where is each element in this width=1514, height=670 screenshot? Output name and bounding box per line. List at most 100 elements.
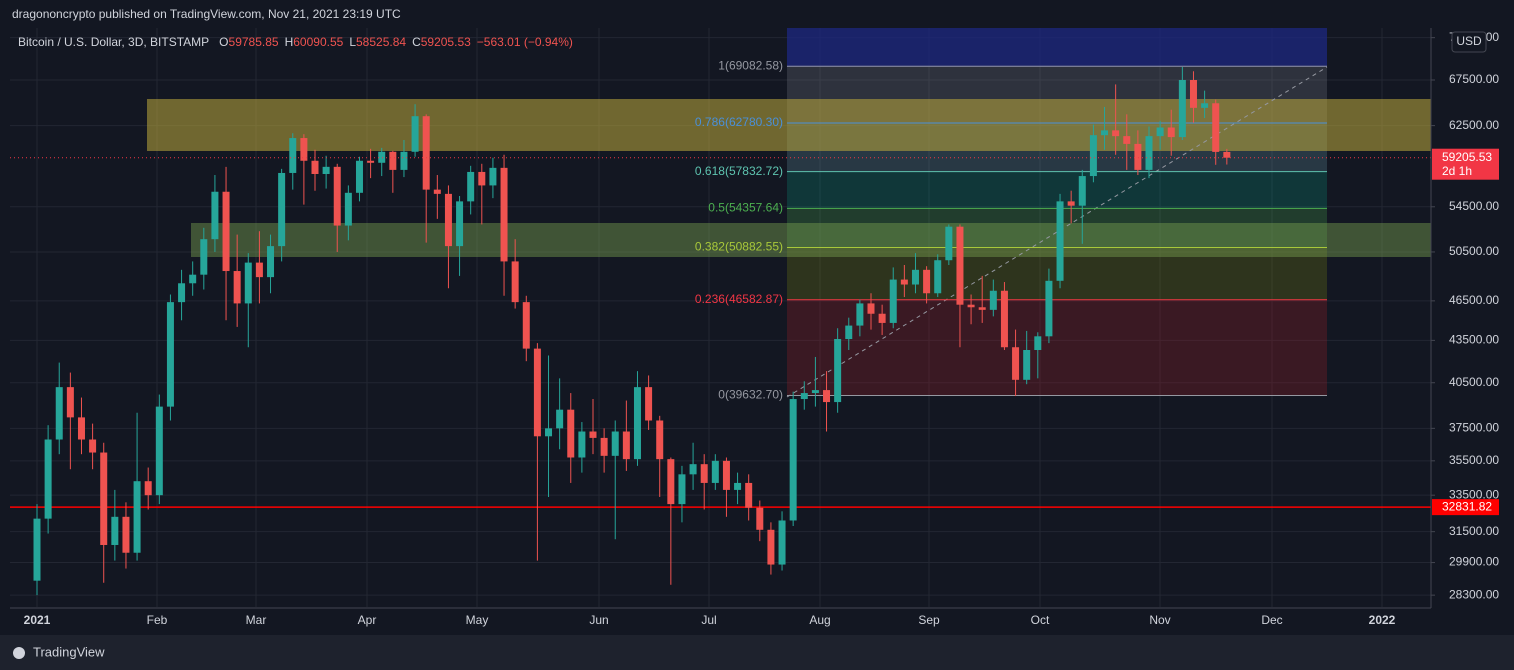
candle-body <box>989 290 997 310</box>
candle-body <box>400 151 408 170</box>
fib-label: 0.236(46582.87) <box>695 292 783 306</box>
candle-body <box>578 431 586 458</box>
candle-body <box>645 387 653 421</box>
candle-body <box>77 417 85 440</box>
y-tick-label: 35500.00 <box>1449 453 1499 467</box>
candle-body <box>533 348 541 437</box>
y-tick-label: 46500.00 <box>1449 293 1499 307</box>
candle-body <box>811 390 819 394</box>
candle-body <box>389 151 397 170</box>
candle-body <box>378 151 386 163</box>
fib-label: 1(69082.58) <box>718 58 783 72</box>
y-tick-label: 54500.00 <box>1449 199 1499 213</box>
candle-body <box>456 201 464 247</box>
candle-body <box>244 262 252 304</box>
x-tick-label: 2022 <box>1369 613 1396 627</box>
candle-body <box>189 274 197 284</box>
candle-body <box>233 271 241 304</box>
x-tick-label: Dec <box>1261 613 1282 627</box>
candle-body <box>1178 79 1186 138</box>
candle-body <box>1123 136 1131 144</box>
candle-body <box>467 171 475 202</box>
x-tick-label: Nov <box>1149 613 1170 627</box>
candle-body <box>611 431 619 456</box>
candle-body <box>489 167 497 186</box>
x-tick-label: Mar <box>246 613 267 627</box>
candle-body <box>355 160 363 193</box>
y-tick-label: 31500.00 <box>1449 524 1499 538</box>
candle-body <box>267 246 275 278</box>
y-tick-label: 28300.00 <box>1449 587 1499 601</box>
candle-body <box>166 302 174 407</box>
candle-body <box>934 260 942 294</box>
candle-body <box>700 464 708 483</box>
fib-label: 0.618(57832.72) <box>695 164 783 178</box>
candle-body <box>367 160 375 163</box>
y-tick-label: 29900.00 <box>1449 555 1499 569</box>
ohlc-key: C <box>412 35 421 49</box>
y-tick-label: 40500.00 <box>1449 375 1499 389</box>
y-tick-label: 43500.00 <box>1449 333 1499 347</box>
candle-body <box>789 399 797 521</box>
candle-body <box>44 439 52 519</box>
fib-label: 0.5(54357.64) <box>708 201 783 215</box>
candle-body <box>867 303 875 314</box>
candle-body <box>1023 349 1031 380</box>
candle-body <box>633 387 641 460</box>
candle-body <box>433 189 441 194</box>
candle-body <box>667 459 675 505</box>
ohlc-value: 59785.85 <box>229 35 279 49</box>
trend-line <box>786 66 1328 398</box>
candle-body <box>155 406 163 496</box>
x-tick-label: Oct <box>1031 613 1050 627</box>
candle-body <box>1067 201 1075 206</box>
candle-body <box>1189 79 1197 108</box>
candle-body <box>1156 127 1164 137</box>
candle-body <box>911 269 919 285</box>
candle-body <box>1112 130 1120 137</box>
candle-body <box>1167 127 1175 138</box>
candle-body <box>1145 136 1153 170</box>
x-tick-label: Aug <box>809 613 830 627</box>
zone-box <box>191 223 1431 257</box>
candle-body <box>956 226 964 305</box>
fib-label: 0.786(62780.30) <box>695 115 783 129</box>
candle-body <box>722 460 730 490</box>
fib-label: 0.382(50882.55) <box>695 240 783 254</box>
x-tick-label: Feb <box>147 613 168 627</box>
candle-body <box>678 474 686 505</box>
zone-box <box>147 99 1431 151</box>
ohlc-key: H <box>285 35 294 49</box>
last-price-label: 59205.53 <box>1442 150 1492 164</box>
countdown-label: 2d 1h <box>1442 164 1472 178</box>
candle-body <box>322 166 330 174</box>
candle-body <box>978 307 986 310</box>
ohlc-value: 59205.53 <box>421 35 471 49</box>
x-tick-label: Apr <box>358 613 377 627</box>
published-line: dragononcrypto published on TradingView.… <box>12 7 401 21</box>
candle-body <box>622 431 630 460</box>
x-tick-label: Jun <box>589 613 608 627</box>
candle-body <box>1012 347 1020 380</box>
candle-body <box>589 431 597 438</box>
candle-body <box>1212 103 1220 152</box>
candle-body <box>823 390 831 403</box>
candle-body <box>967 304 975 308</box>
hline-box <box>1432 499 1499 516</box>
ohlc-key: L <box>349 35 356 49</box>
y-tick-label: 50500.00 <box>1449 244 1499 258</box>
fib-zone <box>787 299 1327 396</box>
candle-body <box>689 464 697 475</box>
symbol: Bitcoin / U.S. Dollar, 3D, BITSTAMP <box>18 35 209 49</box>
logo <box>13 647 25 659</box>
candle-body <box>600 437 608 456</box>
candle-body <box>556 409 564 429</box>
candle-body <box>211 191 219 240</box>
currency-label[interactable]: USD <box>1456 34 1482 48</box>
currency-button[interactable] <box>1451 31 1487 53</box>
fib-top-zone <box>787 28 1327 67</box>
candle-body <box>878 313 886 323</box>
x-tick-label: 2021 <box>24 613 51 627</box>
candle-body <box>289 138 297 173</box>
